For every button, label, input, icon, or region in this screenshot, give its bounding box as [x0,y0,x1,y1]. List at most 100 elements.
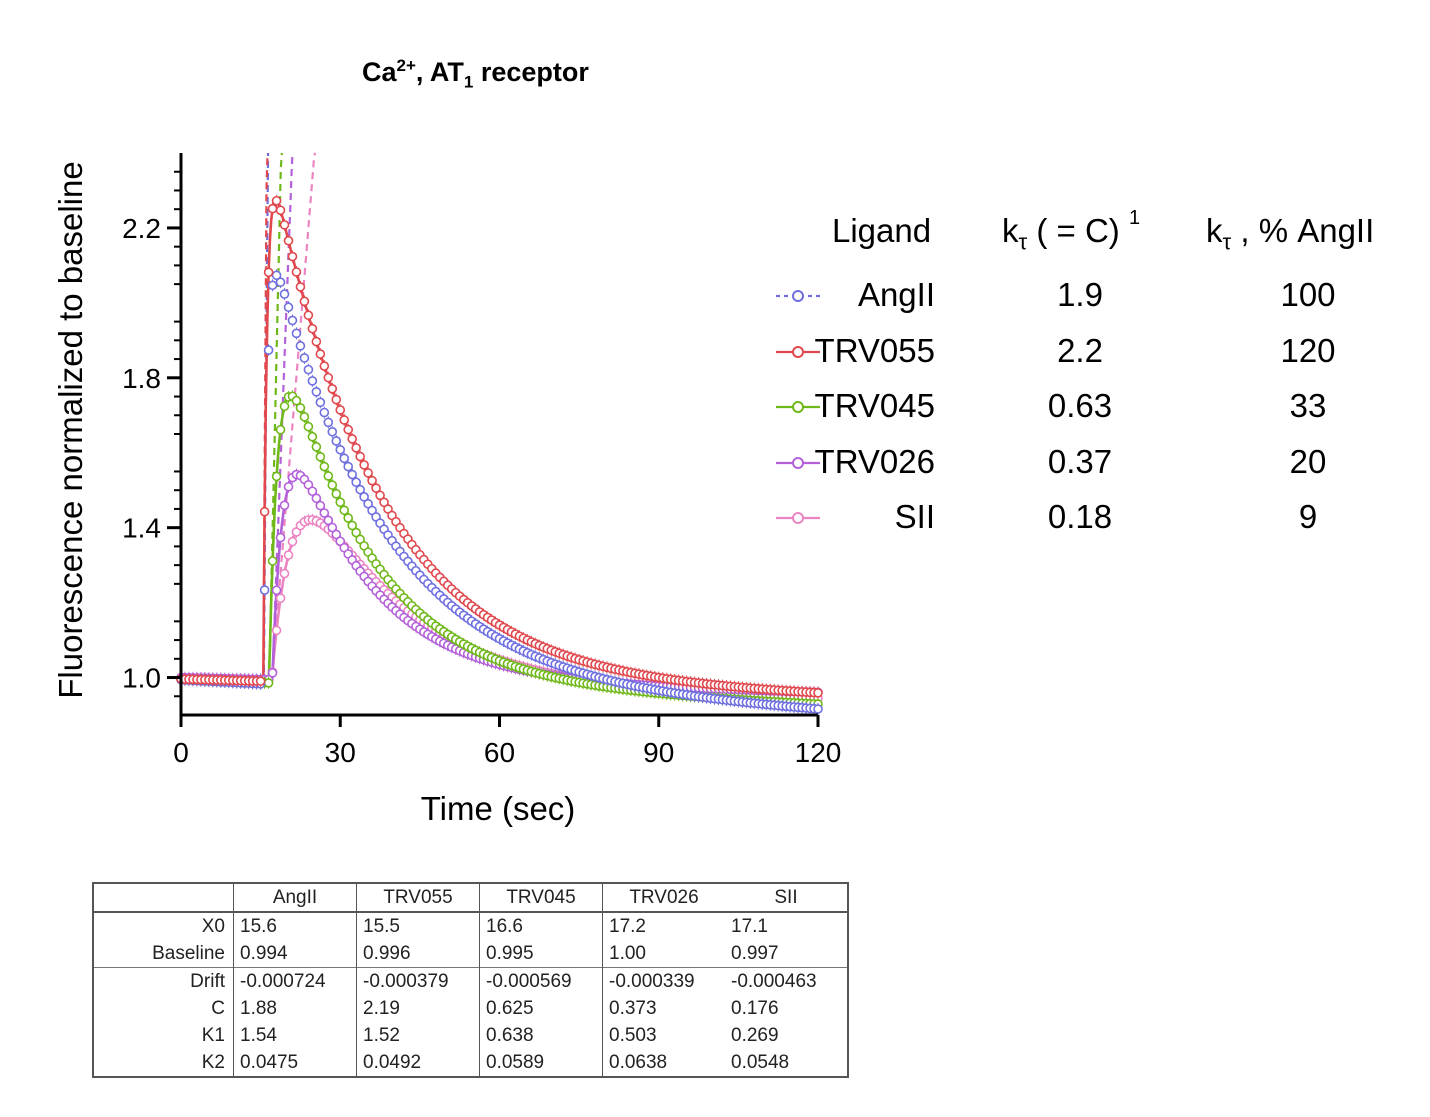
data-points [176,194,823,716]
data-point-angii [267,280,278,291]
data-point-angii [363,498,373,509]
data-point-angii [343,461,354,472]
data-point-trv055 [311,336,322,347]
k-sub: τ [1018,229,1028,255]
data-point-trv055 [327,383,338,394]
data-point-trv045 [319,461,330,472]
param-label: K2 [93,1049,234,1077]
data-point-trv055 [323,372,334,383]
param-label: X0 [93,912,234,940]
param-value: -0.000463 [725,967,848,995]
param-value: 1.88 [233,995,357,1022]
data-point-trv045 [339,505,350,516]
param-value: 1.52 [356,1022,480,1049]
legend-k-value: 0.18 [1047,498,1113,535]
legend-row-trv045: TRV045 0.63 33 [740,387,1400,437]
data-point-trv055 [359,460,369,470]
legend-header-k: kτ ( = C) 1 [1002,207,1140,256]
x-tick-label: 90 [643,737,674,768]
data-point-trv045 [263,678,274,688]
data-point-trv045 [315,452,326,462]
param-row-baseline: Baseline 0.994 0.996 0.995 1.00 0.997 [93,940,848,968]
legend-ligand-name: SII [894,498,935,535]
data-point-angii [279,289,290,299]
param-value: -0.000339 [602,967,725,995]
data-point-sii [271,625,282,636]
param-value: 0.0589 [479,1049,603,1077]
legend-marker-angii [776,290,820,302]
param-label: K1 [93,1022,234,1049]
initial-rate-line-trv045 [268,152,283,683]
data-point-trv045 [291,395,302,406]
param-value: 0.373 [609,997,657,1019]
param-value: 2.19 [356,995,480,1022]
data-point-angii [347,469,357,480]
x-tick-label: 30 [325,737,356,768]
legend-marker-trv055 [776,345,820,358]
data-point-trv045 [323,471,334,481]
legend-marker-trv026 [776,456,820,469]
data-point-trv055 [367,475,377,486]
data-point-trv026 [319,508,330,518]
data-point-angii [283,302,294,313]
data-point-trv055 [255,676,266,686]
param-value: 16.6 [479,912,603,940]
title-subscript: 1 [463,72,474,92]
param-header-row: AngII TRV055 TRV045 TRV026 SII [93,883,848,913]
data-point-sii [287,536,298,547]
y-axis-label: Fluorescence normalized to baseline [52,161,89,698]
legend-pct-value: 120 [1280,331,1336,369]
data-point-trv055 [335,405,346,415]
data-point-angii [331,436,342,446]
param-label: C [93,995,234,1022]
data-point-trv045 [271,471,282,482]
param-row-k2: K2 0.0475 0.0492 0.0589 0.0638 0.0548 [93,1049,848,1077]
data-point-trv026 [307,486,318,497]
legend-ligand-name: TRV045 [814,387,935,424]
data-point-angii [303,364,314,375]
data-point-trv045 [295,403,306,413]
data-point-trv026 [283,481,294,492]
data-point-trv045 [279,401,290,412]
data-point-trv055 [299,296,310,307]
param-value: 0.0548 [731,1051,790,1073]
data-point-trv045 [275,424,286,435]
chart-title: Ca2+, AT1 receptor [362,56,589,92]
y-tick-label: 2.2 [122,213,161,244]
data-point-angii [335,444,346,455]
legend-pct-value: 9 [1298,498,1318,535]
pct-sub: τ [1222,229,1232,255]
k-sup: 1 [1128,207,1141,229]
param-label: Drift [93,967,234,995]
data-point-trv055 [295,282,306,292]
data-point-angii [291,328,302,339]
data-point-angii [319,407,330,418]
k-rest: ( = C) [1027,212,1129,249]
data-point-angii [351,477,361,488]
param-value: 0.0475 [233,1049,357,1077]
legend-row-sii: SII 0.18 9 [740,498,1400,548]
data-point-trv045 [307,431,318,442]
series-points-trv055 [176,194,823,699]
param-row-x0: X0 15.6 15.5 16.6 17.2 17.1 [93,912,848,940]
param-row-drift: Drift -0.000724 -0.000379 -0.000569 -0.00033… [93,967,848,995]
data-point-angii [275,277,286,288]
param-value: 15.6 [233,912,357,940]
param-value: 0.625 [479,995,603,1022]
title-superscript: 2+ [396,56,416,75]
param-value: 0.0638 [609,1051,668,1073]
param-header-trv026: TRV026 [602,883,725,913]
legend-k-value: 1.9 [1057,276,1103,313]
data-point-trv055 [319,361,330,371]
legend-row-trv055: TRV055 2.2 120 [740,332,1400,382]
data-point-angii [287,315,298,326]
legend-ligand-name: TRV026 [814,442,935,480]
legend-k-value: 0.37 [1047,442,1113,480]
data-point-trv055 [275,205,286,216]
data-point-trv055 [355,451,365,462]
data-point-trv045 [267,556,278,566]
legend-pct-value: 33 [1289,387,1327,424]
y-tick-label: 1.4 [122,513,161,544]
data-point-angii [299,353,310,363]
param-value: 0.995 [479,940,603,968]
